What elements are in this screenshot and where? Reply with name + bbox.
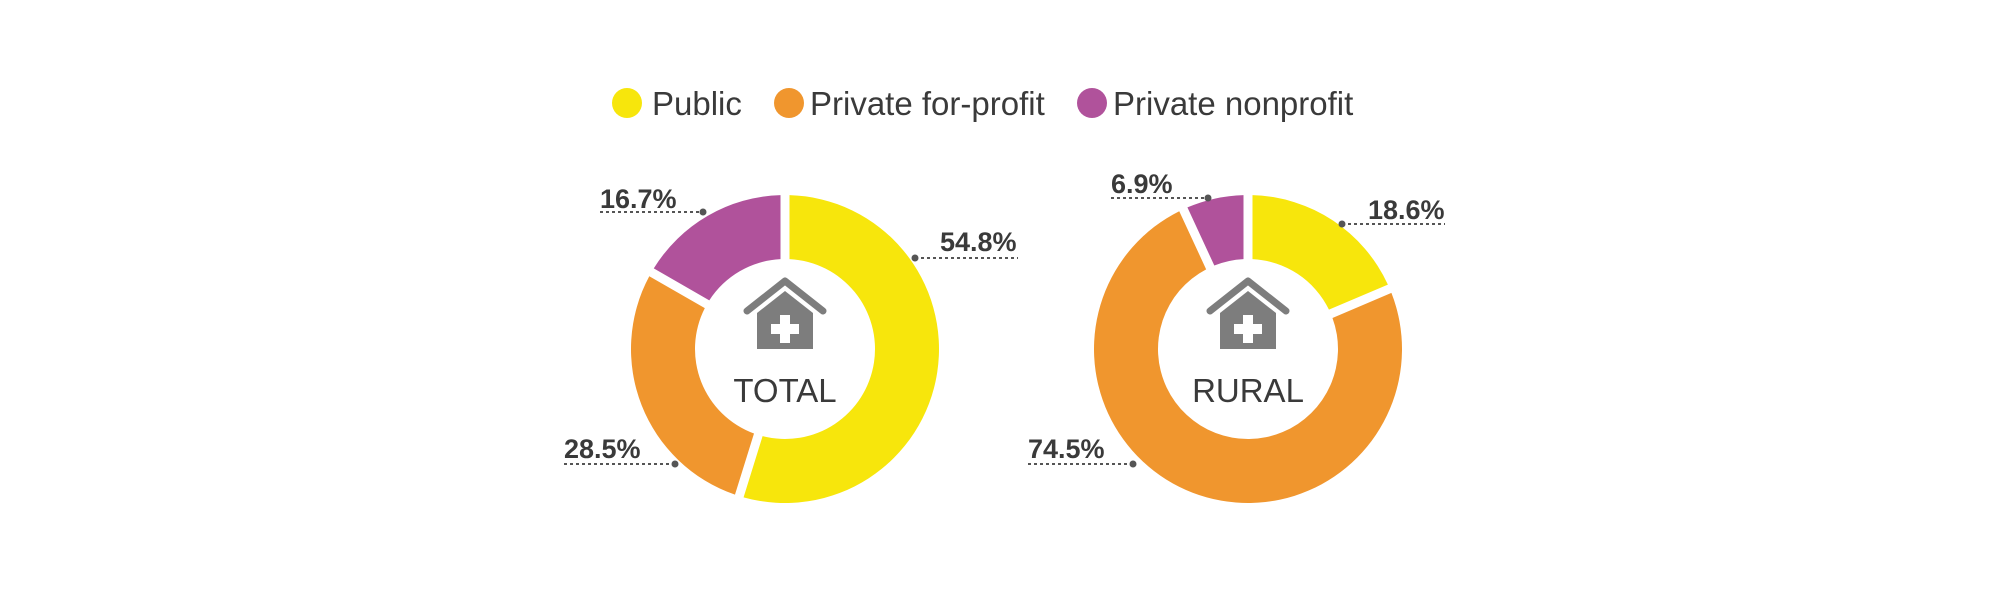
leader-dot-private-nonprofit <box>1204 194 1212 202</box>
donut-total: 54.8% 28.5% 16.7% TOTAL <box>564 184 1018 503</box>
hospital-house-icon <box>743 277 827 349</box>
leader-dot-public <box>911 254 919 262</box>
leader-dot-public <box>1338 220 1346 228</box>
value-label-private-nonprofit: 6.9% <box>1111 169 1173 199</box>
slice-public <box>743 195 939 503</box>
legend-label-private-for-profit: Private for-profit <box>810 85 1045 122</box>
leader-dot-private-for-profit <box>1129 460 1137 468</box>
slice-private-for-profit <box>1094 211 1402 504</box>
legend-label-private-nonprofit: Private nonprofit <box>1113 85 1353 122</box>
slice-public <box>1252 195 1388 310</box>
slice-private-nonprofit <box>653 195 781 301</box>
leader-dot-private-for-profit <box>671 460 679 468</box>
donut-rural: 18.6% 74.5% 6.9% RURAL <box>1028 169 1445 504</box>
value-label-private-for-profit: 28.5% <box>564 434 641 464</box>
legend-label-public: Public <box>652 85 742 122</box>
leader-dot-private-nonprofit <box>699 208 707 216</box>
value-label-public: 54.8% <box>940 227 1017 257</box>
value-label-private-for-profit: 74.5% <box>1028 434 1105 464</box>
slice-private-nonprofit <box>1187 195 1244 266</box>
value-label-private-nonprofit: 16.7% <box>600 184 677 214</box>
legend-swatch-private-for-profit <box>774 88 804 118</box>
value-label-public: 18.6% <box>1368 195 1445 225</box>
center-label: RURAL <box>1192 372 1304 409</box>
legend-swatch-public <box>612 88 642 118</box>
legend-swatch-private-nonprofit <box>1077 88 1107 118</box>
slice-private-for-profit <box>631 276 755 495</box>
legend: Public Private for-profit Private nonprofi… <box>612 85 1353 122</box>
center-label: TOTAL <box>733 372 836 409</box>
hospital-house-icon <box>1206 277 1290 349</box>
